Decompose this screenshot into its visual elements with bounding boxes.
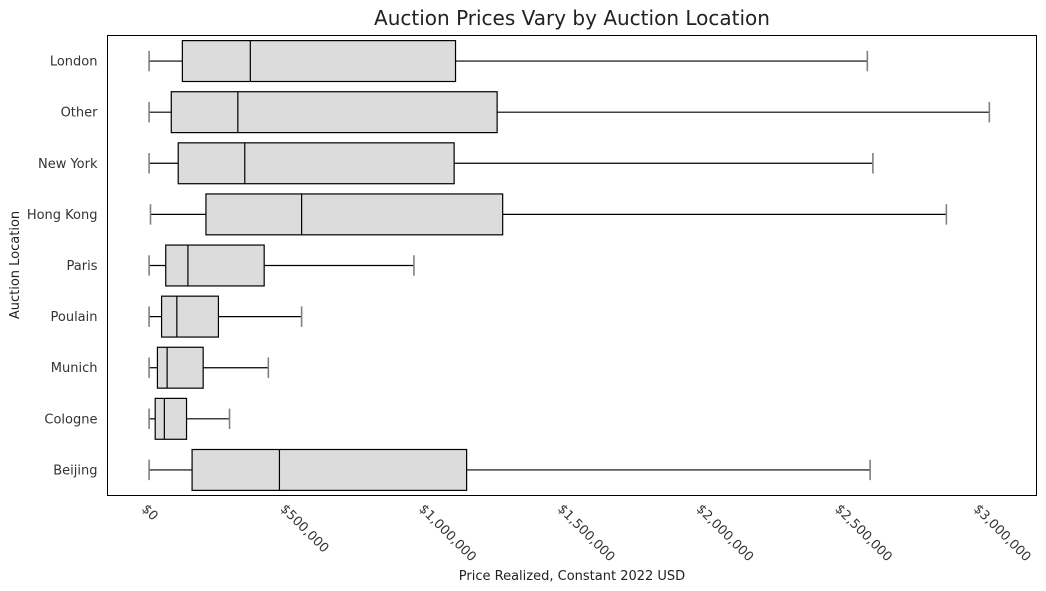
iqr-box — [205, 193, 504, 236]
chart-title: Auction Prices Vary by Auction Location — [374, 6, 770, 30]
x-tick-label: $2,000,000 — [693, 502, 756, 565]
box-poulain — [148, 295, 303, 338]
iqr-box — [191, 448, 468, 491]
plot-frame — [107, 35, 1037, 496]
iqr-box — [181, 40, 457, 83]
box-beijing — [148, 448, 871, 491]
box-new-york — [148, 142, 874, 185]
x-tick-labels: $0 $500,000 $1,000,000 $1,500,000 $2,000,000… — [138, 502, 1033, 565]
iqr-box — [154, 397, 188, 440]
x-tick-label: $1,000,000 — [416, 502, 479, 565]
box-other — [148, 91, 991, 134]
iqr-box — [160, 295, 220, 338]
x-axis-label: Price Realized, Constant 2022 USD — [459, 569, 685, 584]
x-tick-label: $3,000,000 — [970, 502, 1033, 565]
y-tick-label: Other — [61, 106, 99, 121]
y-tick-label: London — [50, 55, 98, 70]
y-tick-label: New York — [38, 157, 98, 172]
box-london — [148, 40, 869, 83]
y-tick-label: Paris — [67, 259, 98, 274]
y-tick-label: Poulain — [51, 310, 98, 325]
x-tick-label: $0 — [138, 502, 160, 524]
box-hong-kong — [149, 193, 948, 236]
box-paris — [148, 244, 415, 287]
iqr-box — [170, 91, 498, 134]
y-tick-labels: London Other New York Hong Kong Paris Poulain… — [27, 55, 98, 479]
box-cologne — [148, 397, 231, 440]
iqr-box — [156, 346, 204, 389]
x-tick-label: $2,500,000 — [832, 502, 895, 565]
x-tick-label: $500,000 — [277, 502, 331, 556]
y-tick-label: Munich — [51, 361, 98, 376]
box-munich — [148, 346, 270, 389]
iqr-box — [165, 244, 265, 287]
y-axis-label: Auction Location — [8, 211, 23, 319]
y-tick-label: Cologne — [44, 412, 97, 427]
boxes — [148, 40, 991, 491]
y-tick-label: Hong Kong — [27, 208, 98, 223]
y-tick-label: Beijing — [53, 463, 97, 478]
x-tick-label: $1,500,000 — [554, 502, 617, 565]
iqr-box — [177, 142, 455, 185]
